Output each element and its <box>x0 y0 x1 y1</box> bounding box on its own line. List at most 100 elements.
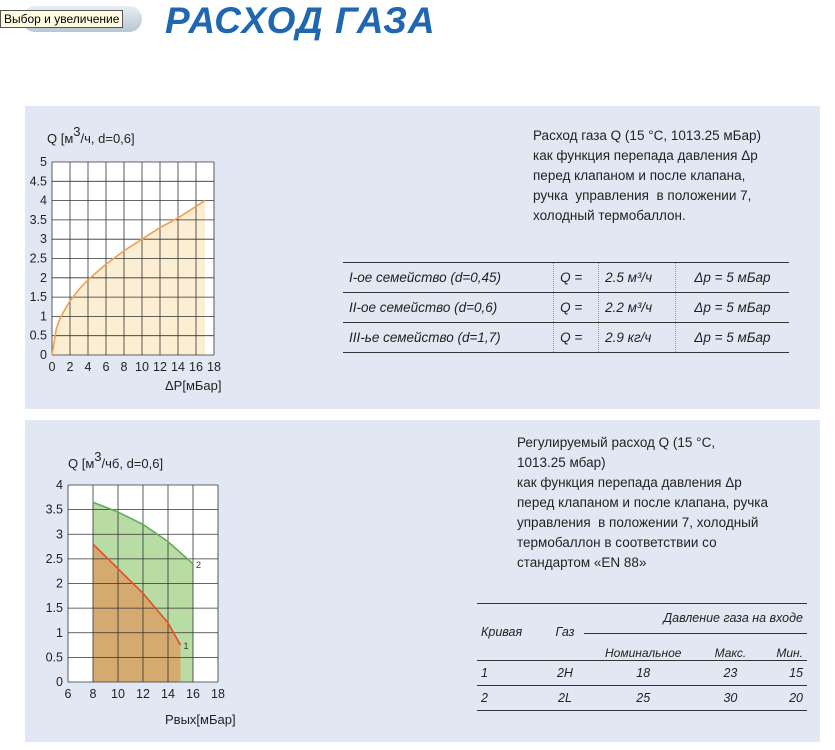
x-tick-label: 10 <box>111 687 125 701</box>
col-max-header: Макс. <box>714 646 747 660</box>
value-cell: 2.9 кг/ч <box>598 322 676 353</box>
col-min-header: Мин. <box>776 646 803 660</box>
y-tick-label: 4 <box>40 194 47 208</box>
y-tick-label: 0 <box>40 348 47 362</box>
description-line: как функция перепада давления Δp <box>517 475 742 490</box>
x-tick-label: 14 <box>161 687 175 701</box>
y-axis-label: Q [м3/ч, d=0,6] <box>47 124 135 146</box>
y-axis-label: Q [м3/чб, d=0,6] <box>68 449 163 471</box>
gas-cell: 2L <box>546 685 584 711</box>
table-row: 1 2H 18 23 15 <box>477 660 807 686</box>
description-line: 1013.25 мбар) <box>517 455 606 470</box>
x-tick-label: 8 <box>121 360 128 374</box>
col-nominal-header: Номинальное <box>605 646 682 660</box>
max-cell: 23 <box>702 660 759 686</box>
y-tick-label: 0.5 <box>30 329 47 343</box>
y-tick-label: 3.5 <box>30 213 47 227</box>
gas-family-table: I-ое семейство (d=0,45) Q = 2.5 м³/ч Δp … <box>343 262 789 353</box>
x-tick-label: 6 <box>65 687 72 701</box>
min-cell: 15 <box>758 660 807 686</box>
x-tick-label: 6 <box>103 360 110 374</box>
y-tick-label: 2 <box>40 271 47 285</box>
description-line: Расход газа Q (15 °C, 1013.25 мБар) <box>533 128 762 143</box>
family-cell: III-ье семейство (d=1,7) <box>343 322 555 353</box>
table-row: I-ое семейство (d=0,45) Q = 2.5 м³/ч Δp … <box>343 262 789 293</box>
y-tick-label: 2.5 <box>30 252 47 266</box>
panel1-description: Расход газа Q (15 °C, 1013.25 мБар) как … <box>533 126 761 226</box>
description-line: управления в положении 7, холодный <box>517 515 759 530</box>
description-line: Регулируемый расход Q (15 °C, <box>517 435 716 450</box>
y-tick-label: 2.5 <box>46 552 63 566</box>
col-curve-header: Кривая <box>477 603 547 661</box>
nominal-cell: 18 <box>583 660 703 686</box>
series-line <box>92 543 182 646</box>
table-row: 2 2L 25 30 20 <box>477 685 807 711</box>
x-tick-label: 8 <box>90 687 97 701</box>
y-tick-label: 3.5 <box>46 503 63 517</box>
dp-cell: Δp = 5 мБар <box>675 262 789 293</box>
tooltip: Выбор и увеличение <box>0 10 124 28</box>
x-tick-label: 16 <box>189 360 203 374</box>
y-tick-label: 1.5 <box>30 290 47 304</box>
family-cell: I-ое семейство (d=0,45) <box>343 262 555 293</box>
pressure-table: Кривая Газ Давление газа на входе Номина… <box>477 603 807 711</box>
y-tick-label: 4.5 <box>30 174 47 188</box>
y-tick-label: 1 <box>56 626 63 640</box>
series-line <box>92 501 194 565</box>
panel2-description: Регулируемый расход Q (15 °C, 1013.25 мб… <box>517 433 768 573</box>
x-tick-label: 2 <box>67 360 74 374</box>
description-line: холодный термобаллон. <box>533 208 686 223</box>
series-label: 2 <box>196 560 201 570</box>
gas-cell: 2H <box>546 660 584 686</box>
y-tick-label: 3 <box>40 232 47 246</box>
x-tick-label: 4 <box>85 360 92 374</box>
col-gas-header: Газ <box>546 603 584 661</box>
dp-cell: Δp = 5 мБар <box>675 322 789 353</box>
value-cell: 2.2 м³/ч <box>598 292 676 323</box>
x-tick-label: 12 <box>153 360 167 374</box>
table-row: II-ое семейство (d=0,6) Q = 2.2 м³/ч Δp … <box>343 292 789 323</box>
y-tick-label: 4 <box>56 478 63 492</box>
description-line: перед клапаном и после клапана, <box>533 168 746 183</box>
min-cell: 20 <box>758 685 807 711</box>
q-cell: Q = <box>553 262 600 293</box>
description-line: термобаллон в соответствии со <box>517 535 717 550</box>
curve-cell: 2 <box>477 685 547 711</box>
x-tick-label: 18 <box>211 687 225 701</box>
q-cell: Q = <box>553 292 600 323</box>
x-tick-label: 12 <box>136 687 150 701</box>
y-tick-label: 0 <box>56 675 63 689</box>
y-tick-label: 3 <box>56 527 63 541</box>
y-tick-label: 2 <box>56 577 63 591</box>
series-area <box>93 544 181 682</box>
group-header: Давление газа на входе <box>583 603 807 634</box>
x-tick-label: 18 <box>207 360 221 374</box>
value-cell: 2.5 м³/ч <box>598 262 676 293</box>
description-line: стандартом «EN 88» <box>517 555 647 570</box>
curve-cell: 1 <box>477 660 547 686</box>
description-line: как функция перепада давления Δp <box>533 148 758 163</box>
series-label: 1 <box>184 641 189 651</box>
page-title: РАСХОД ГАЗА <box>165 0 436 41</box>
y-tick-label: 5 <box>40 155 47 169</box>
x-axis-label: Рвых[мБар] <box>165 712 236 727</box>
x-tick-label: 16 <box>186 687 200 701</box>
description-line: ручка управления в положении 7, <box>533 188 752 203</box>
series-line <box>51 199 206 356</box>
table-header-row: Кривая Газ Давление газа на входе <box>477 603 807 661</box>
table-row: III-ье семейство (d=1,7) Q = 2.9 кг/ч Δp… <box>343 322 789 353</box>
x-tick-label: 10 <box>135 360 149 374</box>
x-axis-label: ΔP[мБар] <box>165 378 222 393</box>
dp-cell: Δp = 5 мБар <box>675 292 789 323</box>
x-tick-label: 0 <box>49 360 56 374</box>
nominal-cell: 25 <box>583 685 703 711</box>
max-cell: 30 <box>702 685 759 711</box>
y-tick-label: 1 <box>40 309 47 323</box>
q-cell: Q = <box>553 322 600 353</box>
table-header-row: Номинальное Макс. Мин. <box>477 633 807 660</box>
description-line: перед клапаном и после клапана, ручка <box>517 495 768 510</box>
y-tick-label: 1.5 <box>46 601 63 615</box>
family-cell: II-ое семейство (d=0,6) <box>343 292 555 323</box>
